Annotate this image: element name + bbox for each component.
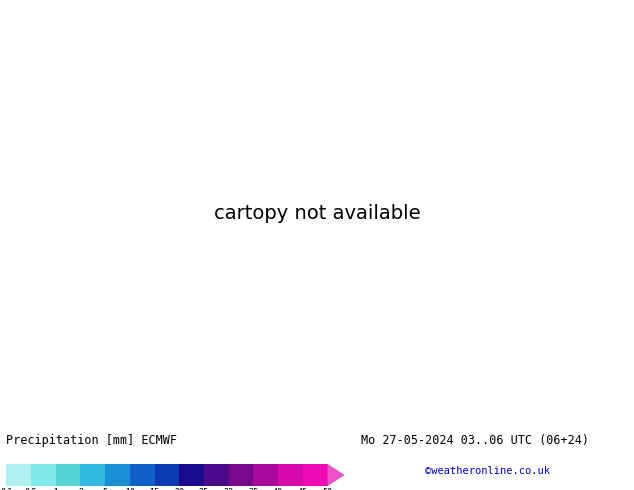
Text: 45: 45 <box>298 488 308 490</box>
Text: 1: 1 <box>53 488 58 490</box>
Bar <box>278 464 303 486</box>
Bar <box>179 464 204 486</box>
Bar <box>6 464 31 486</box>
Text: 5: 5 <box>103 488 108 490</box>
Polygon shape <box>328 464 345 486</box>
Bar <box>204 464 229 486</box>
Text: 50: 50 <box>323 488 333 490</box>
Text: 20: 20 <box>174 488 184 490</box>
Text: 0.5: 0.5 <box>25 488 37 490</box>
Text: 0.1: 0.1 <box>0 488 13 490</box>
Text: 15: 15 <box>150 488 160 490</box>
Text: 35: 35 <box>249 488 259 490</box>
Text: 10: 10 <box>125 488 135 490</box>
Text: 2: 2 <box>78 488 83 490</box>
Text: 40: 40 <box>273 488 283 490</box>
Bar <box>254 464 278 486</box>
Text: ©weatheronline.co.uk: ©weatheronline.co.uk <box>425 466 550 476</box>
Text: 30: 30 <box>224 488 234 490</box>
Bar <box>130 464 155 486</box>
Bar <box>56 464 81 486</box>
Bar <box>105 464 130 486</box>
Bar <box>81 464 105 486</box>
Bar <box>229 464 254 486</box>
Text: cartopy not available: cartopy not available <box>214 204 420 222</box>
Text: Mo 27-05-2024 03..06 UTC (06+24): Mo 27-05-2024 03..06 UTC (06+24) <box>361 434 590 447</box>
Bar <box>303 464 328 486</box>
Bar <box>31 464 56 486</box>
Text: 25: 25 <box>199 488 209 490</box>
Bar <box>155 464 179 486</box>
Text: Precipitation [mm] ECMWF: Precipitation [mm] ECMWF <box>6 434 178 447</box>
